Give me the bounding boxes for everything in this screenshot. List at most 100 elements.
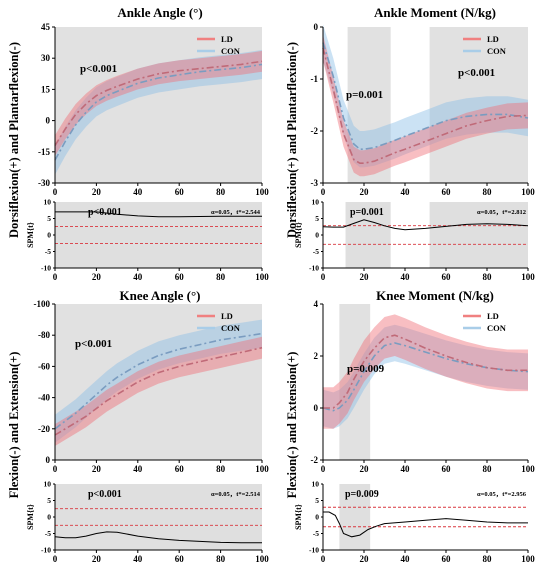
spm-t-curve bbox=[323, 511, 528, 538]
legend-label-con: CON bbox=[487, 323, 507, 333]
y-tick-label: 30 bbox=[41, 53, 51, 63]
p-value-annotation: p=0.001 bbox=[346, 89, 383, 101]
y-tick-label: 45 bbox=[41, 22, 51, 32]
title-knee-moment: Knee Moment (N/kg) bbox=[376, 288, 494, 303]
spm-x-tick-label: 100 bbox=[521, 554, 535, 564]
significance-shading bbox=[55, 27, 262, 183]
spm-y-tick-label: 5 bbox=[315, 496, 319, 505]
sd-band-ld bbox=[55, 50, 262, 156]
y-tick-label: -40 bbox=[38, 393, 50, 403]
spm-y-tick-label: -10 bbox=[309, 546, 319, 555]
x-tick-label: 60 bbox=[175, 187, 185, 197]
y-tick-label: 0 bbox=[314, 22, 319, 32]
spm-y-tick-label: 5 bbox=[47, 496, 51, 505]
x-tick-label: 60 bbox=[442, 464, 452, 474]
mean-line-ld bbox=[54, 60, 263, 147]
spm-x-tick-label: 60 bbox=[442, 272, 452, 282]
spm-x-tick-label: 0 bbox=[321, 272, 326, 282]
spm-y-tick-label: 10 bbox=[312, 480, 320, 489]
spm-p-value-annotation: p=0.009 bbox=[345, 489, 379, 500]
x-tick-label: 80 bbox=[216, 464, 226, 474]
x-tick-label: 80 bbox=[483, 464, 493, 474]
x-tick-label: 20 bbox=[360, 187, 370, 197]
spm-significance-shading bbox=[55, 202, 262, 268]
spm-x-tick-label: 100 bbox=[255, 554, 269, 564]
spm-y-tick-label: 0 bbox=[47, 231, 51, 240]
y-tick-label: 0 bbox=[46, 455, 51, 465]
sd-band-con bbox=[323, 24, 528, 168]
y-tick-label: -100 bbox=[34, 299, 51, 309]
spm-y-tick-label: -5 bbox=[45, 247, 51, 256]
y-tick-label: 0 bbox=[46, 116, 51, 126]
x-tick-label: 0 bbox=[321, 187, 326, 197]
spm-alpha-threshold-text: α=0.05，t*=2.956 bbox=[477, 491, 527, 498]
x-tick-label: 80 bbox=[216, 187, 226, 197]
y-tick-label: -3 bbox=[311, 178, 319, 188]
spm-alpha-threshold-text: α=0.05，t*=2.812 bbox=[477, 209, 526, 216]
mean-line-con bbox=[54, 332, 263, 430]
spm-x-tick-label: 40 bbox=[401, 554, 411, 564]
spm-ylabel: SPM{t} bbox=[26, 222, 35, 248]
mean-line-con bbox=[322, 42, 529, 150]
y-tick-label: -60 bbox=[38, 361, 50, 371]
spm-p-value-annotation: p<0.001 bbox=[88, 207, 122, 218]
y-tick-label: -30 bbox=[38, 178, 50, 188]
x-tick-label: 0 bbox=[53, 464, 58, 474]
spm-x-tick-label: 100 bbox=[521, 272, 535, 282]
spm-x-tick-label: 100 bbox=[255, 272, 269, 282]
spm-t-curve bbox=[54, 531, 262, 544]
sd-band-con bbox=[323, 324, 528, 429]
p-value-annotation: p<0.001 bbox=[75, 338, 112, 350]
x-tick-label: 60 bbox=[175, 464, 185, 474]
spm-x-tick-label: 80 bbox=[216, 272, 226, 282]
spm-y-tick-label: 0 bbox=[315, 513, 319, 522]
spm-ylabel: SPM{t} bbox=[294, 222, 303, 248]
significance-shading bbox=[429, 27, 528, 183]
spm-y-tick-label: -5 bbox=[313, 529, 319, 538]
x-tick-label: 0 bbox=[321, 464, 326, 474]
x-tick-label: 20 bbox=[92, 187, 102, 197]
legend-label-con: CON bbox=[221, 46, 241, 56]
spm-x-tick-label: 80 bbox=[483, 272, 493, 282]
spm-ylabel: SPM{t} bbox=[26, 504, 35, 530]
spm-y-tick-label: 10 bbox=[44, 480, 52, 489]
spm-x-tick-label: 20 bbox=[360, 554, 370, 564]
spm-y-tick-label: 5 bbox=[315, 214, 319, 223]
p-value-annotation: p<0.001 bbox=[458, 67, 495, 79]
panel-ankle_moment: -3 -2 -1 0 0 20 40 60 80 100 p=0.001 p<0.001 LD CON bbox=[311, 22, 536, 197]
spm-y-tick-label: -10 bbox=[41, 264, 51, 273]
y-tick-label: -2 bbox=[311, 455, 319, 465]
spm-x-tick-label: 0 bbox=[321, 554, 326, 564]
spm-x-tick-label: 60 bbox=[442, 554, 452, 564]
p-value-annotation: p=0.009 bbox=[347, 363, 385, 375]
legend-label-con: CON bbox=[487, 46, 507, 56]
x-tick-label: 40 bbox=[401, 464, 411, 474]
spm-alpha-threshold-text: α=0.05，t*=2.544 bbox=[211, 209, 261, 216]
title-knee-angle: Knee Angle (°) bbox=[119, 288, 200, 303]
x-tick-label: 40 bbox=[133, 464, 143, 474]
legend-label-ld: LD bbox=[487, 311, 499, 321]
y-tick-label: -20 bbox=[38, 424, 50, 434]
spm-x-tick-label: 40 bbox=[401, 272, 411, 282]
y-tick-label: -80 bbox=[38, 330, 50, 340]
y-tick-label: -15 bbox=[38, 147, 50, 157]
spm-x-tick-label: 40 bbox=[133, 554, 143, 564]
ylabel-top-right: Dorsiflexion(+) and Plantarflexion(-) bbox=[285, 42, 299, 238]
legend-label-ld: LD bbox=[221, 311, 233, 321]
spm-x-tick-label: 80 bbox=[483, 554, 493, 564]
spm-x-tick-label: 60 bbox=[175, 554, 185, 564]
title-ankle-moment: Ankle Moment (N/kg) bbox=[374, 5, 496, 20]
spm-alpha-threshold-text: α=0.05，t*=2.514 bbox=[211, 491, 261, 498]
mean-line-ld bbox=[323, 334, 528, 409]
mean-line-ld bbox=[322, 47, 529, 164]
spm-ylabel: SPM{t} bbox=[294, 504, 303, 530]
x-tick-label: 20 bbox=[92, 464, 102, 474]
significance-shading bbox=[339, 304, 371, 460]
spm-y-tick-label: 10 bbox=[44, 198, 52, 207]
sd-band-ld bbox=[323, 34, 528, 177]
